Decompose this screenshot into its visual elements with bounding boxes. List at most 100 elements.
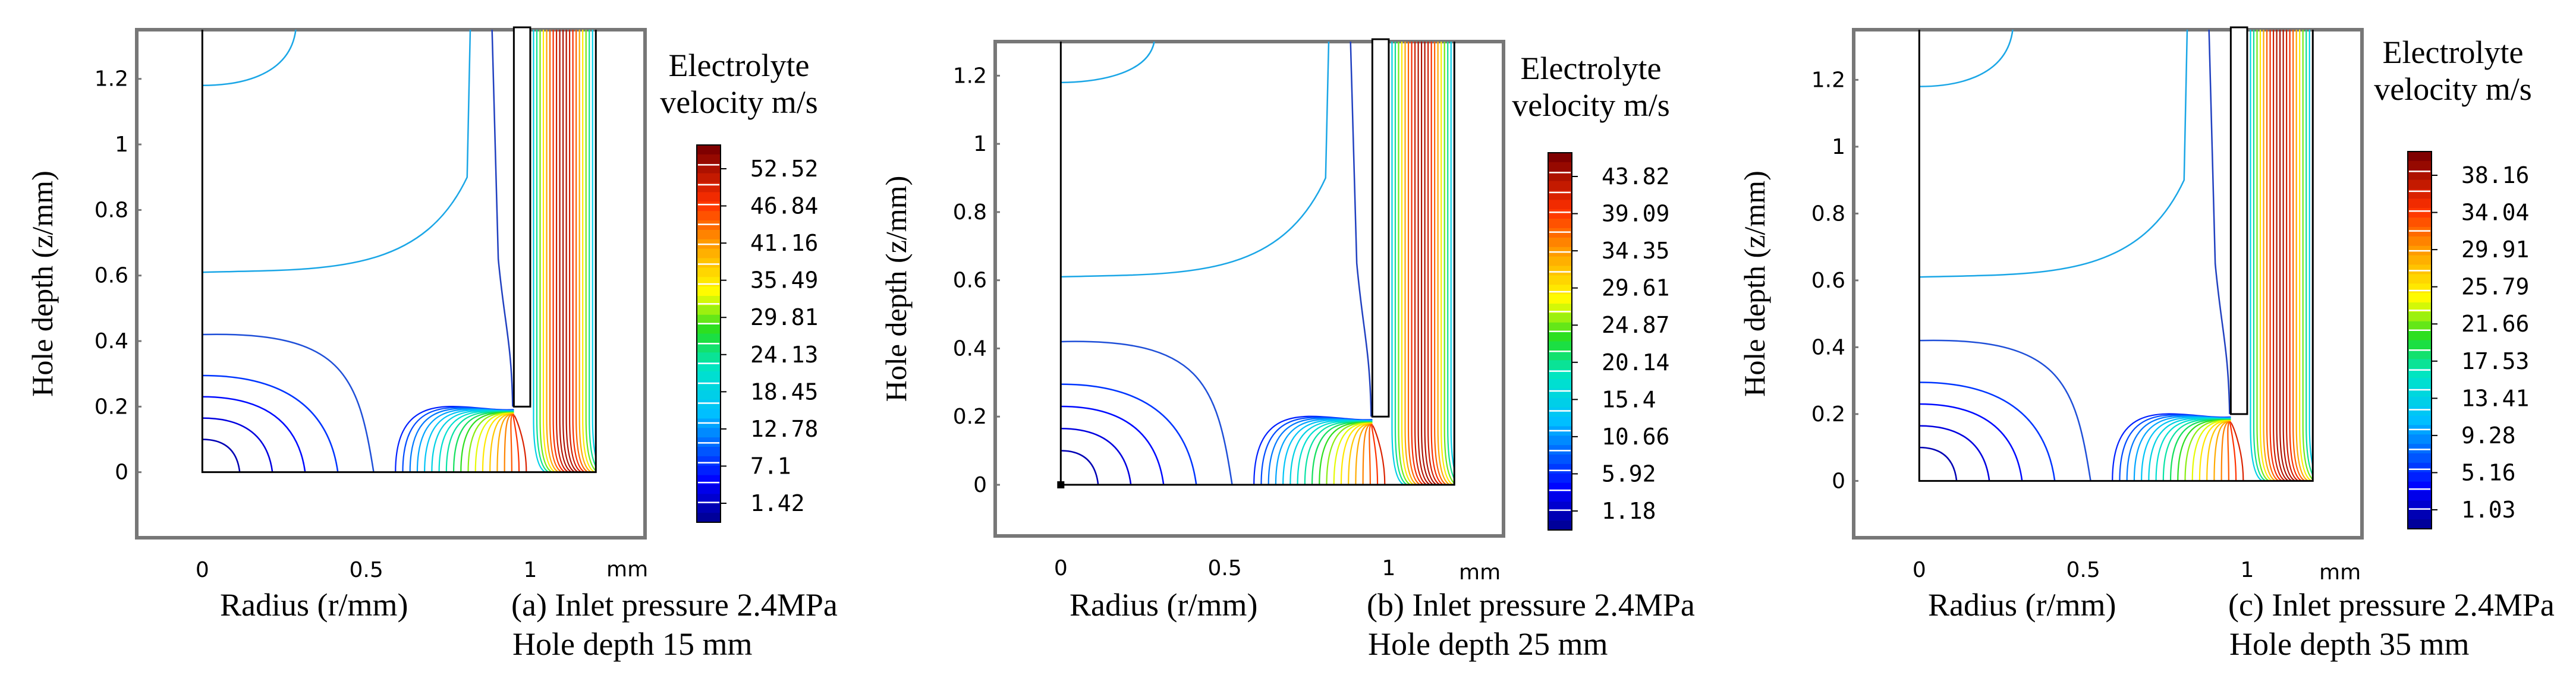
colorbar-segment	[697, 324, 721, 335]
y-tick-label: 0.6	[1811, 269, 1845, 293]
colorbar-segment	[697, 173, 721, 184]
colorbar-segment	[697, 409, 721, 419]
contour-line-low-1	[202, 417, 273, 472]
colorbar: 43.82 39.09 34.35 29.61 24.87 20.14 15.4 10.66 5…	[1548, 152, 1669, 531]
colorbar-segment	[2408, 349, 2432, 359]
contour-line-gap-3	[542, 30, 556, 472]
colorbar-segment	[2408, 311, 2432, 322]
colorbar-segment	[2408, 462, 2432, 473]
contour-line-mid	[1061, 340, 1233, 485]
colorbar-tick-label: 29.91	[2461, 236, 2529, 263]
caption-line1: (a) Inlet pressure 2.4MPa	[511, 587, 838, 623]
colorbar-segment	[1548, 313, 1572, 323]
colorbar-tick-label: 34.35	[1602, 238, 1669, 264]
contour-line-gap-5	[1407, 42, 1421, 485]
colorbar-tick-label: 17.53	[2461, 348, 2529, 374]
colorbar-segment	[1548, 266, 1572, 276]
contour-line-fan-5	[2148, 417, 2231, 481]
caption-line2: Hole depth 25 mm	[1368, 626, 1608, 662]
colorbar-segment	[2408, 208, 2432, 218]
colorbar-title-line1: Electrolyte	[1521, 51, 1662, 86]
colorbar-segment	[1548, 436, 1572, 446]
contour-line-gap-6	[1411, 42, 1424, 485]
colorbar-frame	[696, 144, 721, 523]
contour-line-upper	[1061, 42, 1330, 278]
colorbar-tick-label: 15.4	[1602, 386, 1656, 412]
contour-line-low-3	[202, 374, 339, 472]
y-tick-label: 0.2	[953, 405, 987, 429]
colorbar-segment	[697, 145, 721, 155]
y-tick-label: 1	[1832, 135, 1845, 159]
contour-line-gap-18	[2308, 30, 2313, 468]
colorbar-segment	[2408, 283, 2432, 294]
contour-line-fan-16	[510, 414, 514, 472]
colorbar-segment	[697, 248, 721, 259]
colorbar-segment	[697, 447, 721, 457]
y-tick-label: 1	[973, 132, 987, 156]
contour-line-gap-5	[2266, 30, 2279, 481]
colorbar-segment	[697, 267, 721, 277]
colorbar-tick-label: 41.16	[750, 230, 818, 256]
contour-line-gap-7	[555, 30, 569, 472]
x-tick-label: 1	[523, 558, 537, 582]
colorbar-tick-label: 5.16	[2461, 459, 2516, 485]
x-unit-label: mm	[2319, 560, 2361, 585]
contour-line-mid	[202, 333, 375, 472]
axes-frame	[993, 40, 1505, 538]
colorbar-segment	[2408, 491, 2432, 501]
contour-line-gap-17	[589, 30, 596, 468]
contour-line-fan-18	[2230, 422, 2244, 481]
colorbar-segment	[2408, 227, 2432, 237]
colorbar-segment	[1548, 181, 1572, 191]
colorbar-segment	[697, 201, 721, 212]
colorbar-segment	[697, 390, 721, 400]
colorbar-tick-label: 39.09	[1602, 201, 1669, 227]
colorbar-segment	[1548, 171, 1572, 182]
colorbar-segment	[1548, 398, 1572, 408]
contour-line-tool-side	[2208, 30, 2231, 414]
contour-line-gap-17	[1447, 42, 1455, 480]
contour-line-gap-3	[2259, 30, 2273, 481]
y-tick-label: 1.2	[95, 67, 128, 92]
colorbar-segment	[1548, 162, 1572, 172]
colorbar-segment	[2408, 236, 2432, 247]
colorbar-segment	[2408, 264, 2432, 275]
contour-line-gap-18	[592, 30, 596, 460]
x-tick-label: 1	[1382, 556, 1395, 581]
x-tick-label: 0	[196, 558, 209, 582]
colorbar-tick-label: 13.41	[2461, 385, 2529, 411]
contour-line-gap-3	[1401, 42, 1414, 485]
colorbar-tick-label: 25.79	[2461, 274, 2529, 300]
contour-line-fan-18	[1372, 424, 1386, 485]
colorbar-tick-label: 20.14	[1602, 349, 1669, 376]
colorbar-segment	[1548, 492, 1572, 502]
contour-line-upper	[202, 30, 471, 273]
panel-b: 0 0.2 0.4 0.6 0.8 1 1.2 0 0.5 1 mm Hole depth (z/mm…	[858, 0, 1717, 694]
contour-line-gap-12	[1430, 42, 1444, 485]
colorbar-segment	[2408, 330, 2432, 341]
contour-line-gap-14	[2295, 30, 2309, 481]
tool-electrode	[1371, 38, 1390, 418]
y-tick-label: 1	[115, 133, 128, 157]
colorbar-tick-label: 43.82	[1602, 163, 1669, 190]
contour-line-gap-11	[2286, 30, 2299, 481]
colorbar-segment	[1548, 379, 1572, 389]
colorbar-segment	[2408, 293, 2432, 303]
colorbar-segment	[1548, 322, 1572, 333]
colorbar-tick-label: 10.66	[1602, 424, 1669, 450]
tool-electrode	[512, 26, 531, 408]
colorbar-tick-label: 35.49	[750, 267, 818, 294]
contour-line-fan-15	[1362, 424, 1373, 485]
contour-lines	[202, 30, 596, 472]
axes-frame	[135, 28, 647, 540]
contour-line-gap-11	[569, 30, 582, 472]
colorbar-tick-label: 46.84	[750, 193, 818, 219]
contour-line-gap-5	[549, 30, 562, 472]
contour-line-top-left	[1919, 30, 2014, 87]
colorbar: 38.16 34.04 29.91 25.79 21.66 17.53 13.41 9.28 5…	[2407, 151, 2529, 529]
contour-line-gap-9	[1420, 42, 1434, 485]
contour-line-gap-10	[1424, 42, 1438, 485]
colorbar-segment	[697, 305, 721, 316]
contour-line-gap-14	[578, 30, 592, 472]
panel-a: 0 0.2 0.4 0.6 0.8 1 1.2 0 0.5 1 mm Hole depth (z/mm…	[0, 0, 858, 694]
